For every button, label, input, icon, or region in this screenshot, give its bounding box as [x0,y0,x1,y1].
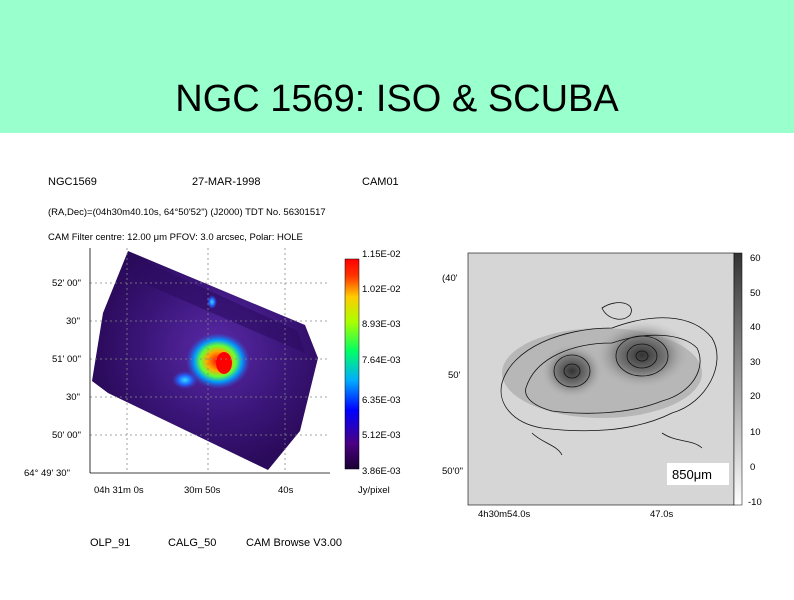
scuba-dec-label: 50'0" [442,466,464,477]
scuba-colorbar-tick: 30 [750,357,761,368]
iso-coordinates-line: (RA,Dec)=(04h30m40.10s, 64°50'52") (J200… [48,207,326,218]
scuba-ra-label: 47.0s [650,509,674,520]
title-banner [0,0,794,133]
scuba-colorbar-tick: 60 [750,253,761,264]
slide-title: NGC 1569: ISO & SCUBA [175,78,619,120]
iso-footer-item: CAM Browse V3.00 [246,537,342,549]
iso-instrument: CAM01 [362,176,399,188]
iso-ra-label: 40s [278,485,294,496]
iso-dec-label: 52' 00" [52,278,81,289]
iso-colorbar-tick: 7.64E-03 [362,355,401,366]
iso-footer-item: CALG_50 [168,537,217,549]
iso-dec-label: 30" [66,316,80,327]
scuba-secondary-peak [540,343,604,399]
scuba-dec-label: 50' [448,370,461,381]
iso-ra-label: 04h 31m 0s [94,485,144,496]
iso-grid [90,248,330,473]
iso-dec-label: 51' 00" [52,354,81,365]
iso-colorbar-tick: 8.93E-03 [362,319,401,330]
iso-secondary-source [172,371,198,389]
scuba-contours [500,302,718,456]
scuba-image-panel: (40' 50' 50'0" 4h30m54.0s 47.0s 850μm 60… [412,133,794,595]
scuba-colorbar-tick: 10 [750,427,761,438]
iso-date: 27-MAR-1998 [192,176,261,188]
iso-compact-source [207,295,217,309]
iso-image-panel: NGC1569 27-MAR-1998 CAM01 (RA,Dec)=(04h3… [0,133,430,595]
iso-map [89,248,360,474]
scuba-wavelength-box [667,463,729,485]
scuba-colorbar [733,252,743,506]
scuba-ra-label: 4h30m54.0s [478,509,531,520]
scuba-map [467,252,743,506]
scuba-colorbar-tick: 40 [750,322,761,333]
iso-object-name: NGC1569 [48,176,97,188]
iso-ra-label: 30m 50s [184,485,221,496]
iso-colorbar-tick: 1.02E-02 [362,284,401,295]
iso-colorbar-tick: 3.86E-03 [362,466,401,477]
scuba-colorbar-tick: 20 [750,391,761,402]
scuba-colorbar-tick: 50 [750,288,761,299]
iso-colorbar-unit: Jy/pixel [358,485,390,496]
scuba-main-peak [594,321,690,389]
iso-colorbar-tick: 6.35E-03 [362,395,401,406]
iso-dec-label: 30" [66,392,80,403]
iso-dec-label: 50' 00" [52,430,81,441]
iso-dec-label: 64° 49' 30" [24,468,70,479]
scuba-colorbar-tick: 0 [750,462,756,473]
iso-footer-item: OLP_91 [90,537,131,549]
iso-colorbar [344,258,360,470]
scuba-wavelength-label: 850μm [672,467,713,482]
iso-filter-line: CAM Filter centre: 12.00 μm PFOV: 3.0 ar… [48,232,303,243]
scuba-colorbar-tick: -10 [748,497,762,508]
scuba-dec-label: (40' [442,273,458,284]
iso-colorbar-tick: 5.12E-03 [362,430,401,441]
iso-colorbar-tick: 1.15E-02 [362,249,401,260]
